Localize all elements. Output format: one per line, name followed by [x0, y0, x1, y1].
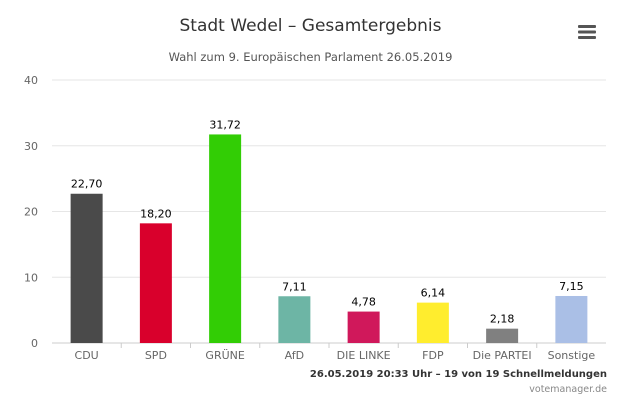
data-label: 7,11: [282, 280, 307, 293]
x-tick-label: FDP: [422, 349, 444, 362]
data-label: 6,14: [421, 287, 446, 300]
bar[interactable]: [347, 311, 380, 343]
chart-subtitle: Wahl zum 9. Europäischen Parlament 26.05…: [168, 50, 453, 64]
data-label: 4,78: [351, 296, 376, 309]
x-tick-label: DIE LINKE: [337, 349, 391, 362]
bar[interactable]: [486, 328, 519, 343]
x-tick-label: Sonstige: [548, 349, 596, 362]
y-tick-label: 30: [24, 140, 38, 153]
x-tick-label: GRÜNE: [205, 349, 244, 362]
x-tick-label: Die PARTEI: [473, 349, 532, 362]
data-label: 31,72: [209, 118, 241, 131]
bar[interactable]: [70, 193, 103, 343]
bar[interactable]: [555, 295, 588, 343]
bar[interactable]: [278, 296, 311, 343]
chart-title: Stadt Wedel – Gesamtergebnis: [179, 16, 442, 36]
y-tick-label: 10: [24, 271, 38, 284]
data-label: 7,15: [559, 280, 584, 293]
credit-site[interactable]: votemanager.de: [529, 384, 607, 395]
hamburger-menu-icon[interactable]: [575, 22, 599, 42]
bar[interactable]: [139, 223, 172, 343]
data-label: 2,18: [490, 313, 515, 326]
data-label: 22,70: [71, 178, 103, 191]
bar[interactable]: [209, 134, 242, 343]
y-tick-label: 20: [24, 206, 38, 219]
y-tick-label: 40: [24, 74, 38, 87]
credit-timestamp: 26.05.2019 20:33 Uhr – 19 von 19 Schnell…: [309, 369, 607, 380]
x-tick-label: CDU: [75, 349, 99, 362]
y-tick-label: 0: [31, 337, 38, 350]
x-tick-label: AfD: [285, 349, 304, 362]
bar[interactable]: [416, 302, 449, 343]
data-label: 18,20: [140, 207, 172, 220]
x-tick-label: SPD: [145, 349, 167, 362]
